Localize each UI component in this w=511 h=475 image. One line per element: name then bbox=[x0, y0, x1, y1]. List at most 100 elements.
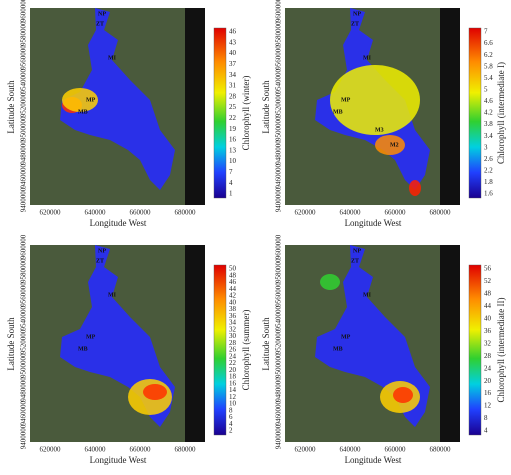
x-tick-label: 640000 bbox=[340, 209, 362, 217]
colorbar-tick-label: 6.2 bbox=[484, 51, 493, 59]
colorbar-tick-label: 50 bbox=[229, 265, 237, 273]
y-tick-label: 9500000 bbox=[275, 116, 283, 141]
colorbar-tick-label: 10 bbox=[229, 157, 237, 165]
x-axis-label: Longitude West bbox=[90, 455, 147, 465]
x-tick-label: 660000 bbox=[130, 209, 152, 217]
colorbar-tick-label: 7 bbox=[229, 168, 233, 176]
x-tick-label: 640000 bbox=[85, 446, 107, 454]
colorbar-tick-label: 30 bbox=[229, 332, 237, 340]
concentration-patch bbox=[143, 384, 167, 400]
colorbar bbox=[468, 264, 482, 436]
no-data-area bbox=[185, 245, 205, 442]
x-tick-label: 620000 bbox=[40, 209, 62, 217]
map-panel: NPZTMIMPMB940000094600009480000950000095… bbox=[261, 234, 506, 465]
colorbar-tick-label: 28 bbox=[484, 352, 492, 360]
y-tick-label: 9600000 bbox=[275, 234, 283, 259]
colorbar-tick-label: 1.6 bbox=[484, 190, 493, 198]
station-label: M2 bbox=[390, 142, 399, 148]
y-tick-label: 9520000 bbox=[275, 329, 283, 354]
y-tick-label: 9580000 bbox=[275, 21, 283, 46]
colorbar-tick-label: 44 bbox=[484, 302, 492, 310]
no-data-area bbox=[185, 8, 205, 205]
station-label: MI bbox=[363, 292, 372, 298]
colorbar-tick-label: 1.8 bbox=[484, 178, 493, 186]
x-tick-label: 680000 bbox=[430, 209, 452, 217]
y-tick-label: 9400000 bbox=[20, 187, 28, 212]
colorbar-tick-label: 7 bbox=[484, 28, 488, 36]
x-tick-label: 680000 bbox=[175, 446, 197, 454]
colorbar-tick-label: 16 bbox=[229, 136, 237, 144]
concentration-patch bbox=[393, 387, 413, 403]
reservoir bbox=[60, 8, 175, 190]
y-axis-label: Latitude South bbox=[6, 317, 16, 371]
colorbar-tick-label: 36 bbox=[229, 312, 237, 320]
colorbar bbox=[468, 27, 482, 199]
y-tick-label: 9560000 bbox=[275, 45, 283, 70]
y-tick-label: 9520000 bbox=[20, 329, 28, 354]
colorbar-tick-label: 18 bbox=[229, 373, 237, 381]
colorbar-label: Chlorophyll (summer) bbox=[241, 310, 251, 391]
colorbar-tick-label: 56 bbox=[484, 265, 492, 273]
colorbar-tick-label: 22 bbox=[229, 114, 237, 122]
colorbar-tick-label: 4 bbox=[229, 179, 233, 187]
concentration-patch bbox=[409, 180, 421, 196]
station-label: MP bbox=[86, 97, 96, 103]
y-tick-label: 9540000 bbox=[275, 69, 283, 94]
colorbar-tick-label: 22 bbox=[229, 359, 237, 367]
station-label: ZT bbox=[96, 21, 104, 27]
colorbar-tick-label: 40 bbox=[229, 49, 237, 57]
map-panel: NPZTMIMPMB940000094600009480000950000095… bbox=[6, 0, 251, 228]
y-tick-label: 9460000 bbox=[20, 164, 28, 189]
colorbar-tick-label: 37 bbox=[229, 60, 237, 68]
y-tick-label: 9400000 bbox=[275, 424, 283, 449]
y-axis-label: Latitude South bbox=[6, 80, 16, 134]
station-label: MP bbox=[86, 334, 96, 340]
colorbar-tick-label: 28 bbox=[229, 92, 237, 100]
y-tick-label: 9600000 bbox=[20, 0, 28, 22]
colorbar-tick-label: 12 bbox=[229, 393, 237, 401]
colorbar-tick-label: 16 bbox=[229, 379, 237, 387]
x-axis-label: Longitude West bbox=[90, 218, 147, 228]
y-axis-label: Latitude South bbox=[261, 80, 271, 134]
colorbar-tick-label: 13 bbox=[229, 146, 237, 154]
colorbar-tick-label: 46 bbox=[229, 278, 237, 286]
station-label: NP bbox=[353, 11, 361, 17]
colorbar-tick-label: 14 bbox=[229, 386, 237, 394]
y-tick-label: 9400000 bbox=[275, 187, 283, 212]
station-label: MI bbox=[363, 55, 372, 61]
colorbar-tick-label: 5.4 bbox=[484, 74, 493, 82]
colorbar-tick-label: 5.8 bbox=[484, 62, 493, 70]
colorbar-tick-label: 32 bbox=[229, 325, 237, 333]
colorbar-tick-label: 19 bbox=[229, 125, 237, 133]
y-tick-label: 9460000 bbox=[275, 401, 283, 426]
y-tick-label: 9520000 bbox=[275, 92, 283, 117]
colorbar-tick-label: 34 bbox=[229, 319, 237, 327]
colorbar-tick-label: 1 bbox=[229, 190, 233, 198]
colorbar-tick-label: 4 bbox=[484, 427, 488, 435]
concentration-patch bbox=[320, 274, 340, 290]
colorbar-label: Chlorophyll (winter) bbox=[241, 76, 251, 151]
y-tick-label: 9600000 bbox=[20, 234, 28, 259]
y-tick-label: 9580000 bbox=[275, 258, 283, 283]
colorbar-tick-label: 4.6 bbox=[484, 97, 493, 105]
colorbar-tick-label: 2 bbox=[229, 427, 233, 435]
colorbar-label: Chlorophyll (intermediate II) bbox=[496, 298, 506, 403]
colorbar-tick-label: 48 bbox=[229, 271, 237, 279]
x-tick-label: 620000 bbox=[295, 209, 317, 217]
colorbar-tick-label: 43 bbox=[229, 38, 237, 46]
station-label: ZT bbox=[96, 258, 104, 264]
colorbar-tick-label: 4.2 bbox=[484, 109, 493, 117]
colorbar-tick-label: 44 bbox=[229, 285, 237, 293]
colorbar-tick-label: 20 bbox=[484, 377, 492, 385]
y-axis-label: Latitude South bbox=[261, 317, 271, 371]
colorbar-tick-label: 8 bbox=[484, 414, 488, 422]
colorbar-tick-label: 10 bbox=[229, 400, 237, 408]
y-tick-label: 9460000 bbox=[275, 164, 283, 189]
station-label: MB bbox=[333, 346, 343, 352]
colorbar-tick-label: 3 bbox=[484, 143, 488, 151]
y-tick-label: 9540000 bbox=[275, 306, 283, 331]
y-tick-label: 9500000 bbox=[275, 353, 283, 378]
station-label: M3 bbox=[375, 127, 384, 133]
colorbar-label: Chlorophyll (intermediate I) bbox=[496, 62, 506, 164]
